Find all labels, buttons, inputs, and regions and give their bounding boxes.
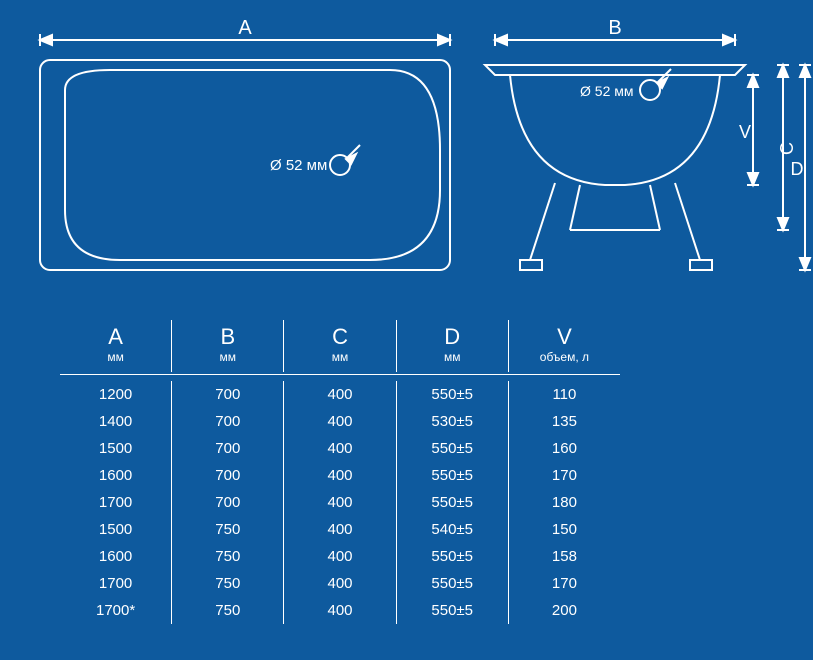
table-cell: 550±5 <box>397 489 509 516</box>
table-cell: 550±5 <box>397 570 509 597</box>
table-row: 1700750400550±5170 <box>60 570 620 597</box>
table-col-unit: мм <box>284 350 395 364</box>
table-cell: 200 <box>509 597 620 624</box>
table-col-letter: V <box>509 326 620 348</box>
table-cell: 160 <box>509 435 620 462</box>
table-cell: 150 <box>509 516 620 543</box>
table-cell: 170 <box>509 570 620 597</box>
dim-a-label: A <box>238 17 252 39</box>
dim-b-label: B <box>608 17 621 39</box>
table-row: 1500750400540±5150 <box>60 516 620 543</box>
dim-c-label: C <box>777 142 797 155</box>
table-cell: 158 <box>509 543 620 570</box>
table-cell: 540±5 <box>397 516 509 543</box>
table-cell: 170 <box>509 462 620 489</box>
table-col-header: Vобъем, л <box>509 320 620 372</box>
table-cell: 1600 <box>60 543 172 570</box>
table-cell: 1400 <box>60 408 172 435</box>
table-row: 1700700400550±5180 <box>60 489 620 516</box>
table-cell: 700 <box>172 462 284 489</box>
tub-side-view: B V C D Ø 52 мм <box>475 10 813 290</box>
table-cell: 1500 <box>60 435 172 462</box>
table-cell: 1700 <box>60 489 172 516</box>
table-cell: 750 <box>172 570 284 597</box>
table-cell: 700 <box>172 408 284 435</box>
table-cell: 1700* <box>60 597 172 624</box>
table-cell: 1500 <box>60 516 172 543</box>
table-col-header: Aмм <box>60 320 172 372</box>
table-cell: 400 <box>284 381 396 408</box>
table-cell: 530±5 <box>397 408 509 435</box>
table-cell: 135 <box>509 408 620 435</box>
table-cell: 550±5 <box>397 543 509 570</box>
table-col-unit: мм <box>60 350 171 364</box>
dim-d-label: D <box>791 159 804 179</box>
table-cell: 400 <box>284 597 396 624</box>
table-col-header: Cмм <box>284 320 396 372</box>
table-cell: 750 <box>172 597 284 624</box>
table-col-unit: объем, л <box>509 350 620 364</box>
table-cell: 750 <box>172 516 284 543</box>
table-row: 1600700400550±5170 <box>60 462 620 489</box>
table-col-header: Dмм <box>397 320 509 372</box>
table-cell: 700 <box>172 435 284 462</box>
dim-v-label: V <box>739 122 751 142</box>
table-cell: 550±5 <box>397 462 509 489</box>
table-header: AммBммCммDммVобъем, л <box>60 320 620 372</box>
table-cell: 550±5 <box>397 381 509 408</box>
table-cell: 750 <box>172 543 284 570</box>
table-row: 1500700400550±5160 <box>60 435 620 462</box>
table-row: 1400700400530±5135 <box>60 408 620 435</box>
dimensions-table: AммBммCммDммVобъем, л 1200700400550±5110… <box>60 320 620 624</box>
table-row: 1200700400550±5110 <box>60 381 620 408</box>
table-col-unit: мм <box>172 350 283 364</box>
table-cell: 180 <box>509 489 620 516</box>
table-cell: 400 <box>284 543 396 570</box>
table-cell: 400 <box>284 570 396 597</box>
table-cell: 400 <box>284 462 396 489</box>
table-row: 1700*750400550±5200 <box>60 597 620 624</box>
table-cell: 1600 <box>60 462 172 489</box>
drain-label-top: Ø 52 мм <box>270 157 327 174</box>
table-col-unit: мм <box>397 350 508 364</box>
table-col-letter: A <box>60 326 171 348</box>
table-col-letter: D <box>397 326 508 348</box>
table-col-header: Bмм <box>172 320 284 372</box>
table-cell: 400 <box>284 408 396 435</box>
table-cell: 400 <box>284 435 396 462</box>
table-cell: 1200 <box>60 381 172 408</box>
table-cell: 400 <box>284 489 396 516</box>
table-cell: 700 <box>172 381 284 408</box>
table-col-letter: C <box>284 326 395 348</box>
table-cell: 110 <box>509 381 620 408</box>
table-cell: 700 <box>172 489 284 516</box>
drain-label-side: Ø 52 мм <box>580 83 634 99</box>
table-divider <box>60 374 620 375</box>
table-cell: 550±5 <box>397 597 509 624</box>
table-cell: 400 <box>284 516 396 543</box>
tub-top-view: A Ø 52 мм <box>10 10 470 290</box>
table-cell: 550±5 <box>397 435 509 462</box>
table-row: 1600750400550±5158 <box>60 543 620 570</box>
table-col-letter: B <box>172 326 283 348</box>
table-cell: 1700 <box>60 570 172 597</box>
